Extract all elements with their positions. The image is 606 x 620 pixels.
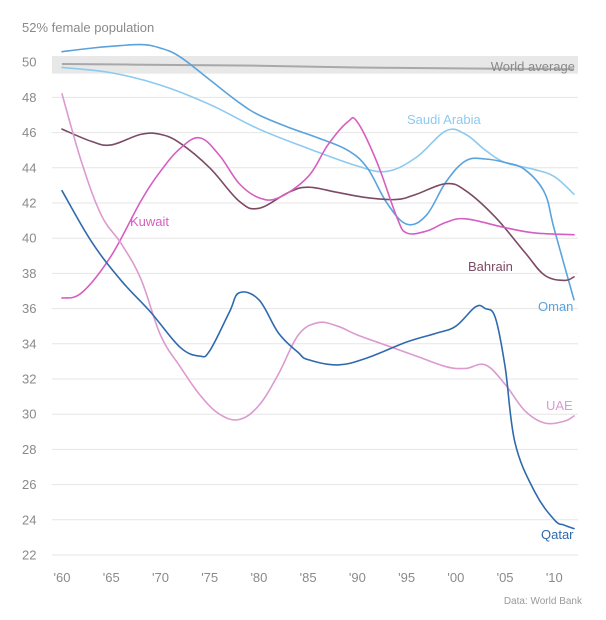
series-label-oman: Oman — [538, 299, 573, 314]
x-axis-ticks: '60 '65 '70 '75 '80 '85 '90 '95 '00 '05 '10 — [54, 570, 563, 585]
y-tick-label-32: 32 — [22, 372, 36, 387]
x-tick-label-1965: '65 — [103, 570, 120, 585]
world-average-line — [61, 62, 575, 71]
y-tick-label-30: 30 — [22, 407, 36, 422]
series-label-saudi-arabia: Saudi Arabia — [407, 112, 481, 127]
series-label-uae: UAE — [546, 398, 573, 413]
x-tick-label-1995: '95 — [398, 570, 415, 585]
x-tick-label-1970: '70 — [152, 570, 169, 585]
chart-title: 52% female population — [22, 20, 154, 35]
y-tick-label-44: 44 — [22, 160, 36, 175]
y-tick-label-36: 36 — [22, 301, 36, 316]
series-labels: Saudi Arabia Oman Bahrain Kuwait UAE Qatar — [130, 112, 574, 542]
x-tick-label-1985: '85 — [300, 570, 317, 585]
y-axis-ticks: 22 24 26 28 30 32 34 36 38 40 42 44 46 48 50 — [22, 55, 36, 563]
y-tick-label-38: 38 — [22, 266, 36, 281]
series-line-bahrain — [61, 128, 575, 282]
y-tick-label-48: 48 — [22, 90, 36, 105]
y-tick-label-22: 22 — [22, 548, 36, 563]
series-line-uae — [61, 93, 575, 425]
y-tick-label-42: 42 — [22, 196, 36, 211]
source-note: Data: World Bank — [504, 596, 583, 607]
series-line-saudi-arabia — [61, 66, 575, 195]
y-tick-label-46: 46 — [22, 125, 36, 140]
series-lines — [61, 43, 575, 530]
world-average-label: World average — [491, 59, 575, 74]
series-label-qatar: Qatar — [541, 527, 574, 542]
x-tick-label-1980: '80 — [250, 570, 267, 585]
x-tick-label-1960: '60 — [54, 570, 71, 585]
x-tick-label-2005: '05 — [497, 570, 514, 585]
y-tick-label-26: 26 — [22, 477, 36, 492]
y-tick-label-40: 40 — [22, 231, 36, 246]
series-line-kuwait — [61, 116, 575, 299]
x-tick-label-1975: '75 — [201, 570, 218, 585]
series-label-bahrain: Bahrain — [468, 259, 513, 274]
x-tick-label-2000: '00 — [447, 570, 464, 585]
y-tick-label-50: 50 — [22, 55, 36, 70]
series-line-qatar — [61, 189, 575, 530]
y-tick-label-34: 34 — [22, 336, 36, 351]
y-tick-label-24: 24 — [22, 512, 36, 527]
x-tick-label-1990: '90 — [349, 570, 366, 585]
series-label-kuwait: Kuwait — [130, 214, 169, 229]
x-tick-label-2010: '10 — [546, 570, 563, 585]
series-line-oman — [61, 43, 575, 301]
world-average: World average — [52, 56, 578, 74]
y-tick-label-28: 28 — [22, 442, 36, 457]
